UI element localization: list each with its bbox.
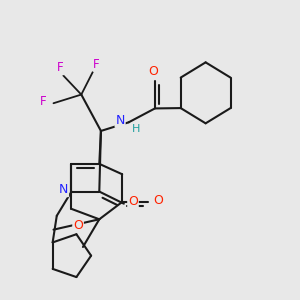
Text: F: F [57,61,63,74]
Text: F: F [40,95,47,108]
Text: F: F [93,58,100,71]
Text: O: O [153,194,163,207]
Text: H: H [132,124,140,134]
Text: O: O [148,64,158,77]
Text: O: O [128,196,138,208]
Text: O: O [73,219,83,232]
Text: N: N [59,183,68,196]
Text: N: N [116,114,125,127]
